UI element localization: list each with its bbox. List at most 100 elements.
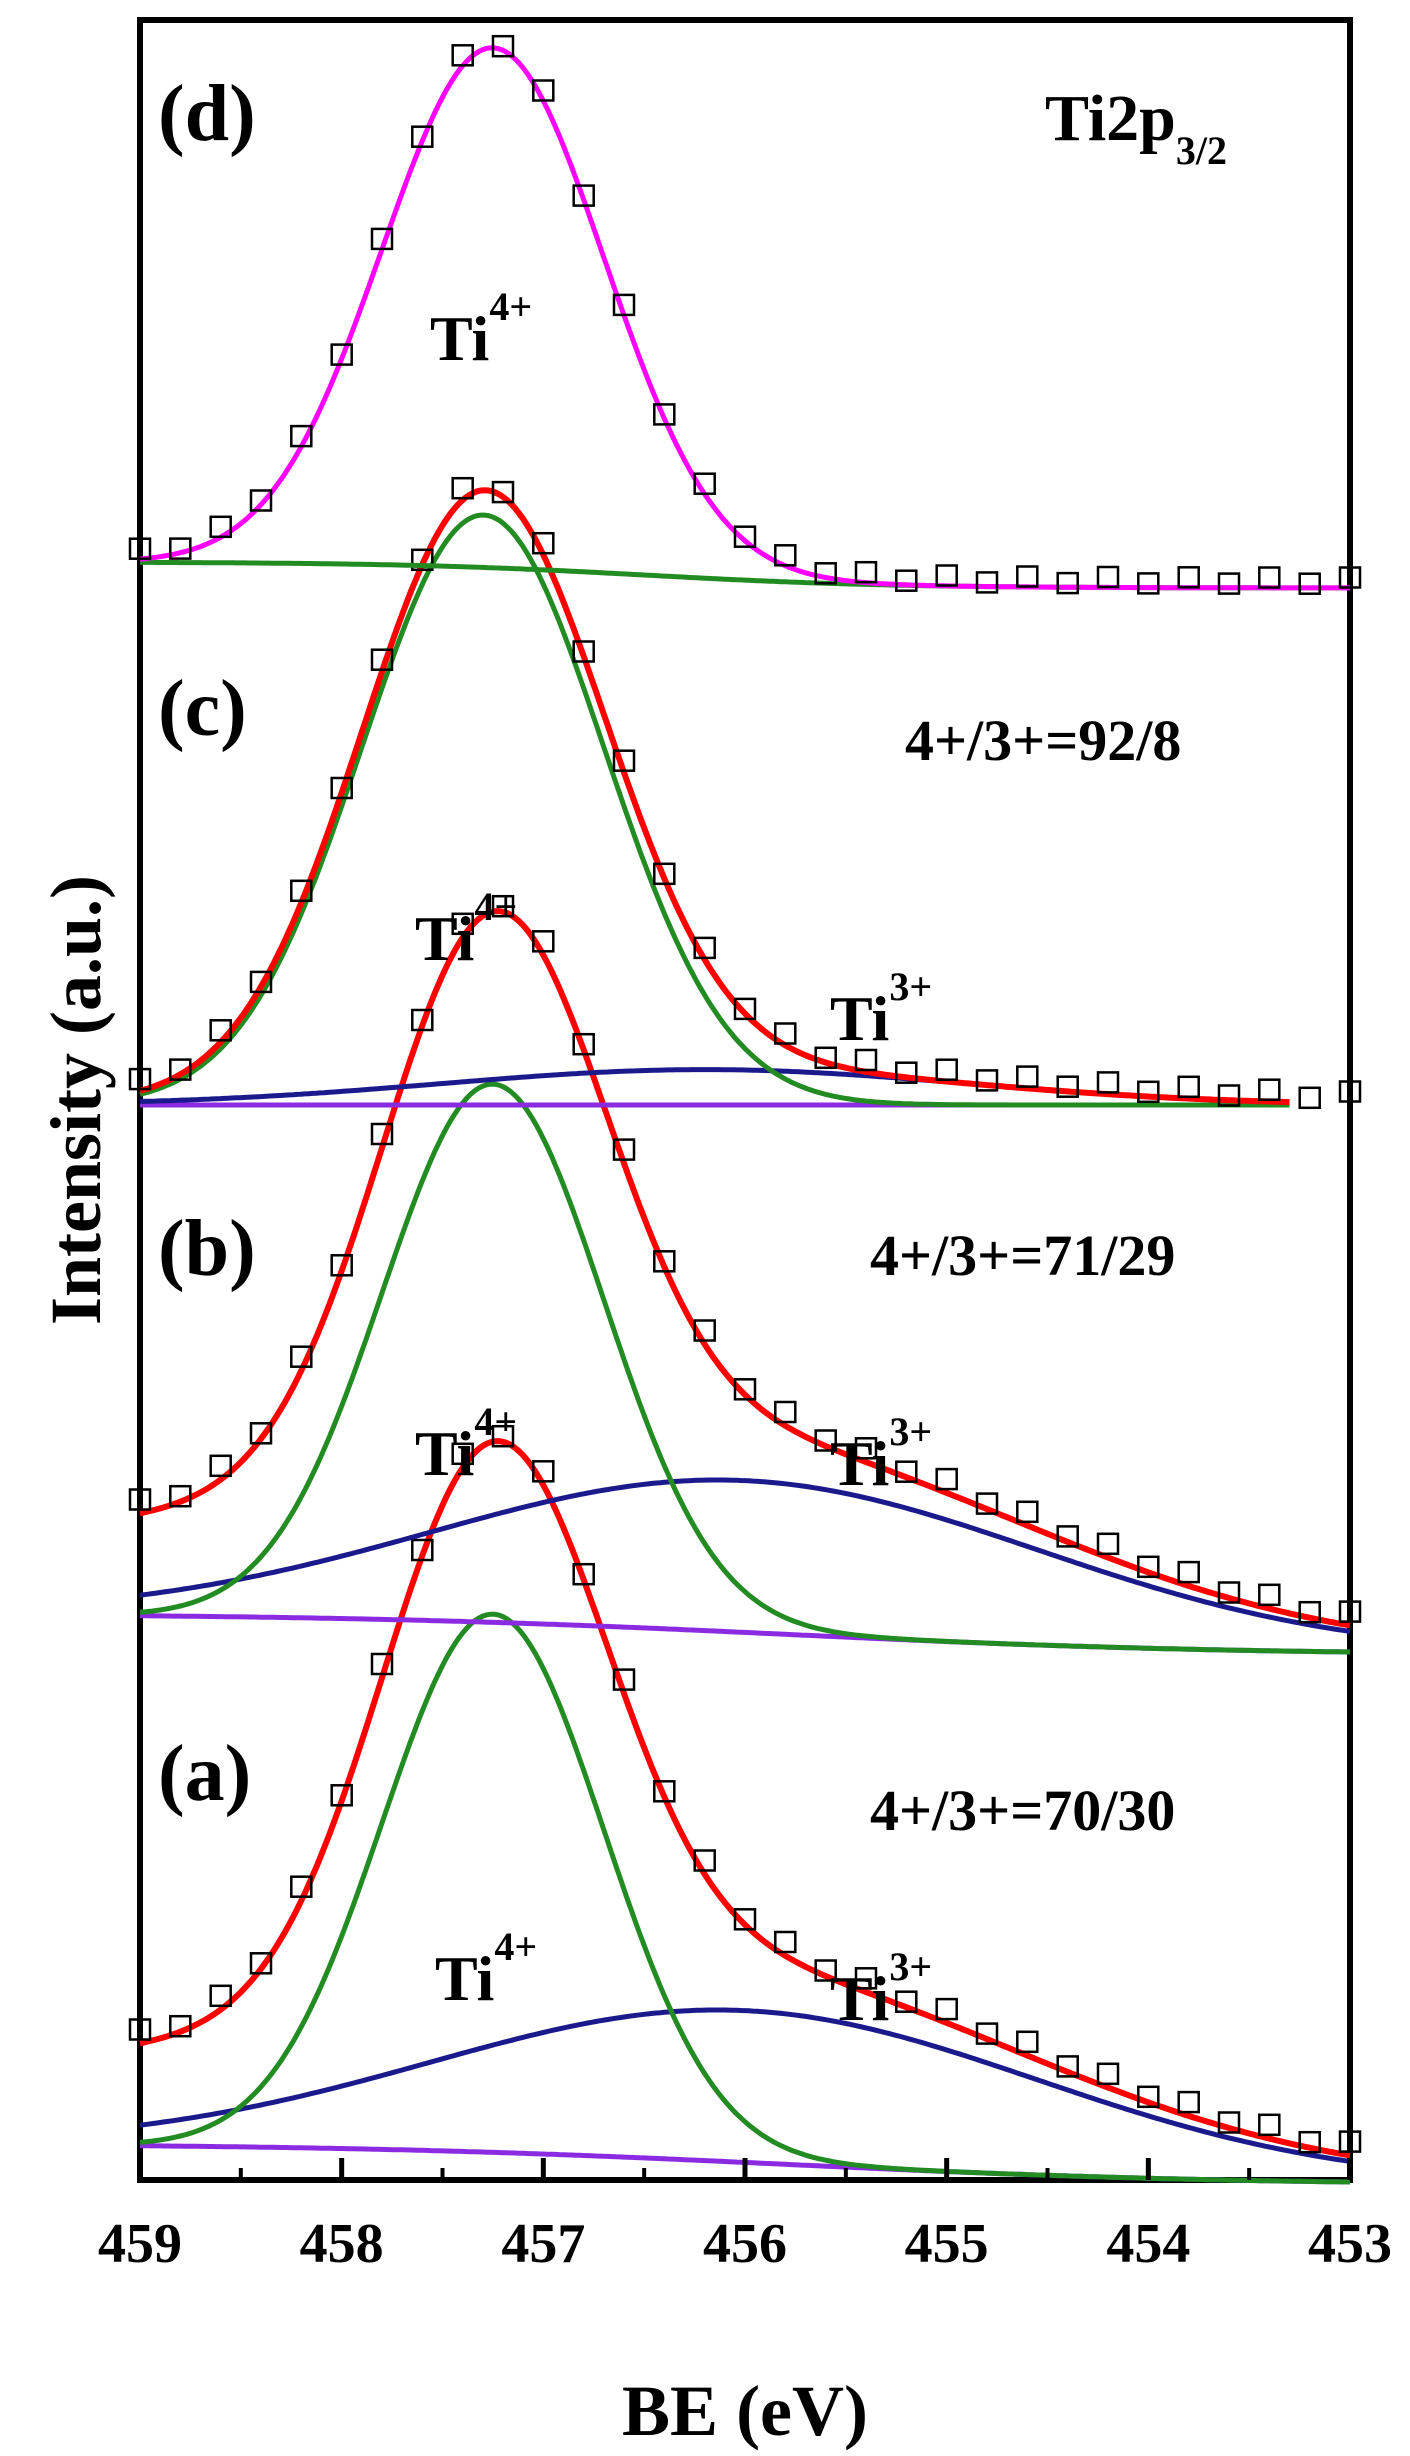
data-point xyxy=(1137,2085,1160,2109)
data-point xyxy=(1298,572,1321,595)
data-point xyxy=(774,544,797,567)
panel-b xyxy=(128,894,1362,1655)
data-point xyxy=(1177,1075,1200,1099)
data-point xyxy=(1056,1075,1079,1098)
data-point xyxy=(290,424,313,448)
data-point xyxy=(693,1319,716,1342)
species-ti4-c-base: Ti xyxy=(415,903,474,974)
series-envelope-b xyxy=(139,908,1351,1629)
species-ti4-d-sup: 4+ xyxy=(489,284,532,329)
data-point xyxy=(1137,572,1160,595)
data-point xyxy=(1096,1532,1120,1556)
data-point xyxy=(935,1058,958,1081)
species-ti4-c-sup: 4+ xyxy=(474,884,517,929)
data-point xyxy=(290,879,313,903)
data-point xyxy=(572,1562,595,1586)
data-point xyxy=(128,2018,152,2041)
species-ti4-label-d: Ti4+ xyxy=(430,284,532,374)
data-point xyxy=(1298,1086,1321,1110)
data-point xyxy=(1016,1500,1039,1524)
data-point xyxy=(1217,572,1241,595)
data-point xyxy=(895,1061,918,1084)
species-ti3-label-a: Ti3+ xyxy=(830,1944,932,2034)
data-point xyxy=(411,548,434,572)
data-point xyxy=(774,1930,797,1954)
data-point xyxy=(532,531,555,555)
data-point xyxy=(895,569,918,592)
x-axis-label: BE (eV) xyxy=(622,2371,868,2451)
data-point xyxy=(612,1668,636,1691)
chart-title-subscript: 3/2 xyxy=(1176,128,1227,173)
data-point xyxy=(1096,565,1120,589)
data-point xyxy=(209,1984,232,2008)
data-point xyxy=(491,894,515,918)
series-Ti3plus-b xyxy=(139,1477,1351,1634)
data-point xyxy=(733,997,757,1021)
ratio-label-c: 4+/3+=92/8 xyxy=(905,708,1181,773)
species-ti4-label-b: Ti4+ xyxy=(415,1399,517,1489)
data-point xyxy=(733,1378,757,1401)
data-point xyxy=(370,227,394,251)
species-ti4-label-a: Ti4+ xyxy=(435,1924,537,2014)
data-point xyxy=(532,79,555,102)
species-ti3-a-sup: 3+ xyxy=(889,1944,932,1989)
data-point xyxy=(653,1780,676,1803)
data-point xyxy=(975,571,999,594)
chart-title: Ti2p3/2 xyxy=(1045,82,1227,173)
species-ti3-b-sup: 3+ xyxy=(889,1409,932,1454)
data-point xyxy=(854,560,878,584)
data-point xyxy=(451,44,474,67)
data-point xyxy=(975,1492,999,1515)
data-point xyxy=(330,1254,353,1277)
data-point xyxy=(1016,1065,1039,1088)
data-point xyxy=(491,1424,515,1448)
data-point xyxy=(653,403,676,426)
data-point xyxy=(491,480,515,504)
panel-label-c: (c) xyxy=(158,665,247,753)
data-point xyxy=(1096,2062,1120,2086)
data-point xyxy=(733,525,757,548)
data-point xyxy=(209,515,232,539)
data-point xyxy=(290,1875,313,1898)
species-ti4-b-sup: 4+ xyxy=(474,1399,517,1444)
species-ti3-a-base: Ti xyxy=(830,1963,889,2034)
ratio-label-a: 4+/3+=70/30 xyxy=(870,1778,1175,1843)
series-Ti4plus-c xyxy=(139,512,1290,1108)
data-point xyxy=(370,1652,394,1676)
series-Ti4plus-b xyxy=(139,1081,1351,1655)
data-point xyxy=(249,1422,273,1445)
data-point xyxy=(975,2022,999,2045)
data-point xyxy=(370,1122,394,1146)
series-envelope-a xyxy=(139,1438,1351,2159)
panel-c xyxy=(128,476,1362,1110)
data-point xyxy=(814,562,837,585)
data-point xyxy=(209,1454,232,1478)
data-point xyxy=(1298,1600,1321,1624)
data-point xyxy=(1217,1084,1241,1107)
data-point xyxy=(1137,1080,1160,1104)
data-point xyxy=(1177,1560,1200,1584)
data-point xyxy=(1338,1600,1362,1623)
data-point xyxy=(1016,2030,1039,2054)
data-point xyxy=(572,1032,595,1056)
data-point xyxy=(169,2014,192,2038)
data-point xyxy=(451,1442,474,1466)
data-point xyxy=(693,472,716,495)
data-point xyxy=(249,489,273,512)
species-ti4-label-c: Ti4+ xyxy=(415,884,517,974)
species-ti4-d-base: Ti xyxy=(430,303,489,374)
data-point xyxy=(330,1784,353,1807)
data-point xyxy=(1338,566,1362,589)
data-point xyxy=(733,1908,757,1931)
ratio-label-b: 4+/3+=71/29 xyxy=(870,1223,1175,1288)
data-point xyxy=(1096,1071,1120,1094)
data-point xyxy=(854,1967,878,1990)
data-point xyxy=(935,564,958,587)
data-point xyxy=(451,912,474,936)
data-point xyxy=(290,1345,313,1368)
data-point xyxy=(935,1467,958,1491)
data-point xyxy=(975,1069,999,1092)
data-point xyxy=(169,537,192,560)
data-point xyxy=(128,1067,152,1091)
